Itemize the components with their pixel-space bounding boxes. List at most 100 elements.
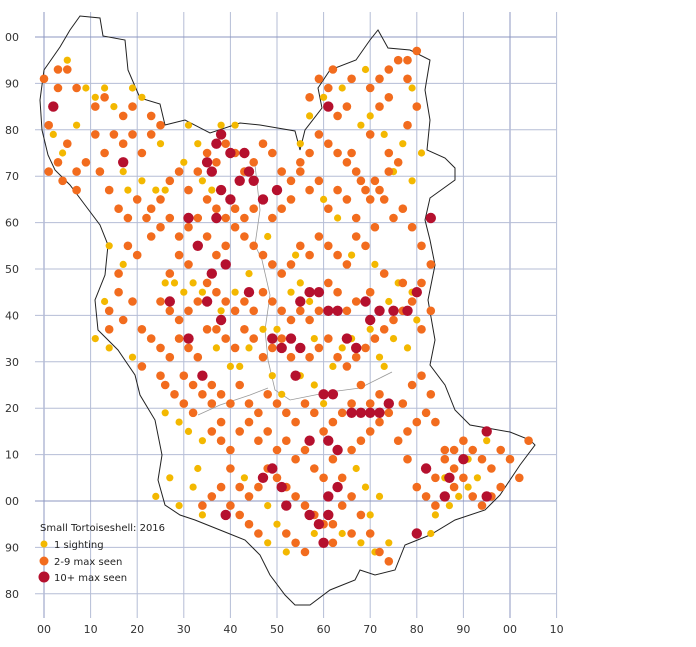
dot-2-9-max [487, 464, 496, 473]
legend: Small Tortoiseshell: 2016 1 sighting 2-9… [38, 523, 165, 584]
dot-2-9-max [165, 352, 175, 362]
dot-2-9-max [165, 213, 175, 223]
dot-10-plus-max [318, 389, 329, 400]
dot-2-9-max [361, 343, 370, 353]
dot-10-plus-max [420, 463, 432, 474]
dot-2-9-max [333, 148, 342, 158]
dot-2-9-max [44, 167, 53, 176]
dot-1-sighting [338, 529, 346, 538]
dot-1-sighting [338, 84, 346, 92]
dot-2-9-max [286, 176, 296, 186]
y-tick-label: 70 [5, 170, 19, 183]
dot-2-9-max [179, 371, 189, 381]
dot-1-sighting [231, 121, 239, 129]
dot-10-plus-max [341, 333, 353, 344]
dot-2-9-max [95, 167, 105, 176]
dot-2-9-max [53, 65, 63, 74]
dot-10-plus-max [411, 287, 422, 298]
dot-2-9-max [146, 334, 156, 343]
dot-2-9-max [240, 297, 249, 306]
dot-2-9-max [412, 102, 422, 111]
x-tick-label: 10 [84, 623, 98, 636]
dot-2-9-max [263, 427, 273, 436]
dot-2-9-max [91, 102, 100, 111]
dot-2-9-max [277, 334, 287, 343]
dot-2-9-max [249, 306, 258, 316]
dot-1-sighting [366, 325, 374, 333]
dot-1-sighting [282, 548, 290, 556]
dot-1-sighting [161, 186, 169, 194]
dot-2-9-max [202, 278, 212, 288]
dot-10-plus-max [271, 184, 283, 196]
dot-2-9-max [249, 334, 258, 343]
dot-2-9-max [235, 510, 244, 520]
dot-2-9-max [235, 482, 244, 492]
dot-2-9-max [324, 334, 333, 343]
dot-2-9-max [268, 343, 277, 353]
dot-2-9-max [337, 501, 347, 510]
dot-1-sighting [264, 232, 272, 241]
dot-2-9-max [184, 185, 193, 195]
dot-1-sighting [464, 483, 472, 491]
dot-1-sighting [73, 121, 81, 129]
dot-2-9-max [328, 538, 338, 548]
dot-2-9-max [324, 278, 333, 288]
dot-1-sighting [375, 492, 384, 500]
dot-2-9-max [277, 167, 287, 176]
dot-2-9-max [193, 213, 203, 223]
dot-2-9-max [468, 445, 478, 455]
dot-2-9-max [365, 427, 375, 436]
dot-2-9-max [421, 492, 431, 501]
dot-1-sighting [273, 520, 281, 528]
dot-2-9-max [277, 306, 287, 316]
dot-2-9-max [412, 482, 422, 492]
dot-2-9-max [254, 529, 263, 538]
dot-2-9-max [212, 287, 221, 297]
dot-2-9-max [403, 427, 412, 436]
dot-10-plus-max [332, 444, 343, 456]
dot-1-sighting [385, 297, 393, 306]
dot-2-9-max [440, 454, 450, 464]
dot-10-plus-max [243, 166, 255, 177]
dot-2-9-max [193, 352, 203, 362]
dot-2-9-max [379, 195, 389, 204]
dot-2-9-max [342, 362, 352, 371]
dot-2-9-max [389, 315, 398, 325]
dot-2-9-max [407, 380, 417, 390]
dot-2-9-max [240, 213, 249, 223]
dot-10-plus-max [276, 481, 287, 493]
dot-1-sighting [105, 344, 113, 352]
x-tick-label: 30 [177, 623, 191, 636]
dot-2-9-max [328, 65, 338, 74]
dot-2-9-max [118, 111, 128, 121]
legend-label-2-9: 2-9 max seen [54, 557, 122, 568]
dot-10-plus-max [481, 426, 492, 437]
dot-2-9-max [459, 473, 468, 483]
dot-2-9-max [337, 473, 347, 483]
dot-10-plus-max [248, 175, 259, 186]
dot-1-sighting [175, 418, 183, 426]
dot-2-9-max [198, 390, 207, 399]
dot-1-sighting [259, 325, 267, 333]
dot-10-plus-max [323, 491, 334, 502]
dot-1-sighting [320, 195, 328, 203]
dot-2-9-max [216, 482, 226, 492]
dot-10-plus-max [239, 147, 250, 159]
dot-2-9-max [431, 501, 440, 510]
y-tick-label: 60 [5, 217, 19, 230]
dot-2-9-max [156, 222, 165, 232]
dot-1-sighting [175, 502, 183, 510]
dot-2-9-max [365, 83, 375, 93]
dot-2-9-max [221, 139, 230, 148]
legend-label-1-sighting: 1 sighting [54, 540, 104, 551]
dot-1-sighting [236, 362, 244, 370]
dot-1-sighting [385, 539, 393, 547]
dot-2-9-max [286, 195, 296, 204]
dot-2-9-max [109, 130, 119, 139]
dot-2-9-max [235, 380, 244, 390]
dot-2-9-max [249, 241, 258, 251]
dot-2-9-max [286, 352, 296, 362]
dot-1-sighting [138, 177, 146, 185]
dot-2-9-max [81, 158, 91, 167]
dot-1-sighting [371, 260, 379, 268]
